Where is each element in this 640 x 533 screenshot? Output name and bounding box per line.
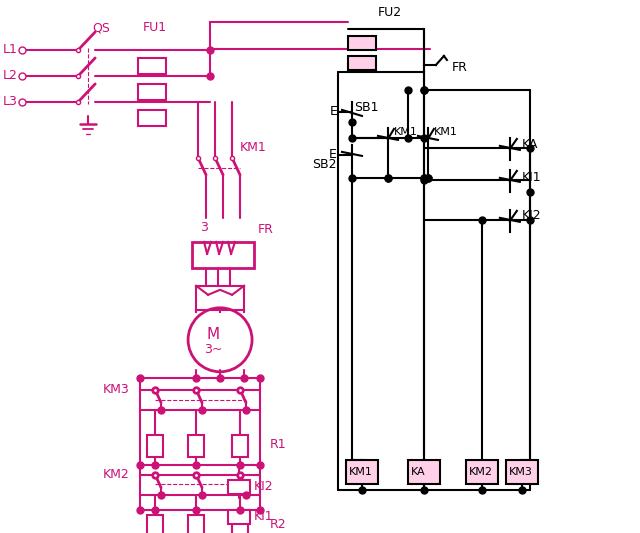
Text: KM2: KM2 xyxy=(469,467,493,477)
Text: KM3: KM3 xyxy=(103,383,130,396)
Text: KI2: KI2 xyxy=(522,209,541,222)
Text: KM1: KM1 xyxy=(240,141,267,155)
Text: SB1: SB1 xyxy=(354,101,378,115)
Text: FR: FR xyxy=(452,61,468,75)
Bar xyxy=(348,36,376,50)
Text: R2: R2 xyxy=(270,518,287,531)
Text: KA: KA xyxy=(411,467,426,477)
Text: KI2: KI2 xyxy=(254,480,274,493)
Bar xyxy=(147,435,163,457)
Text: QS: QS xyxy=(92,21,110,35)
Text: L1: L1 xyxy=(3,44,18,56)
Bar xyxy=(147,515,163,533)
Bar xyxy=(138,110,166,126)
Text: KM3: KM3 xyxy=(509,467,532,477)
Bar xyxy=(346,459,378,483)
Text: L2: L2 xyxy=(3,69,18,83)
Text: M: M xyxy=(207,327,220,342)
Text: E: E xyxy=(330,106,338,118)
Text: KI1: KI1 xyxy=(254,510,274,523)
Bar xyxy=(188,435,204,457)
Text: SB2: SB2 xyxy=(312,158,337,172)
Text: E: E xyxy=(329,148,337,161)
Bar xyxy=(466,459,498,483)
Text: 3~: 3~ xyxy=(204,343,222,356)
Bar xyxy=(232,515,248,533)
Text: R1: R1 xyxy=(270,438,287,451)
Bar xyxy=(138,58,166,74)
Bar xyxy=(506,459,538,483)
Text: FU2: FU2 xyxy=(378,6,402,20)
Text: 3: 3 xyxy=(200,221,208,235)
Text: FR: FR xyxy=(258,223,274,236)
Text: FU1: FU1 xyxy=(143,21,167,35)
Bar xyxy=(408,459,440,483)
Bar xyxy=(138,84,166,100)
Bar xyxy=(232,435,248,457)
Text: KM2: KM2 xyxy=(103,468,130,481)
Text: KM1: KM1 xyxy=(434,127,458,137)
Bar xyxy=(192,242,254,268)
Text: KM1: KM1 xyxy=(349,467,373,477)
Text: L3: L3 xyxy=(3,95,18,108)
Bar xyxy=(348,56,376,70)
Text: KI1: KI1 xyxy=(522,172,541,184)
Text: KA: KA xyxy=(522,139,538,151)
Text: KM1: KM1 xyxy=(394,127,418,137)
Bar xyxy=(228,480,250,494)
Bar xyxy=(188,515,204,533)
Bar xyxy=(228,510,250,523)
